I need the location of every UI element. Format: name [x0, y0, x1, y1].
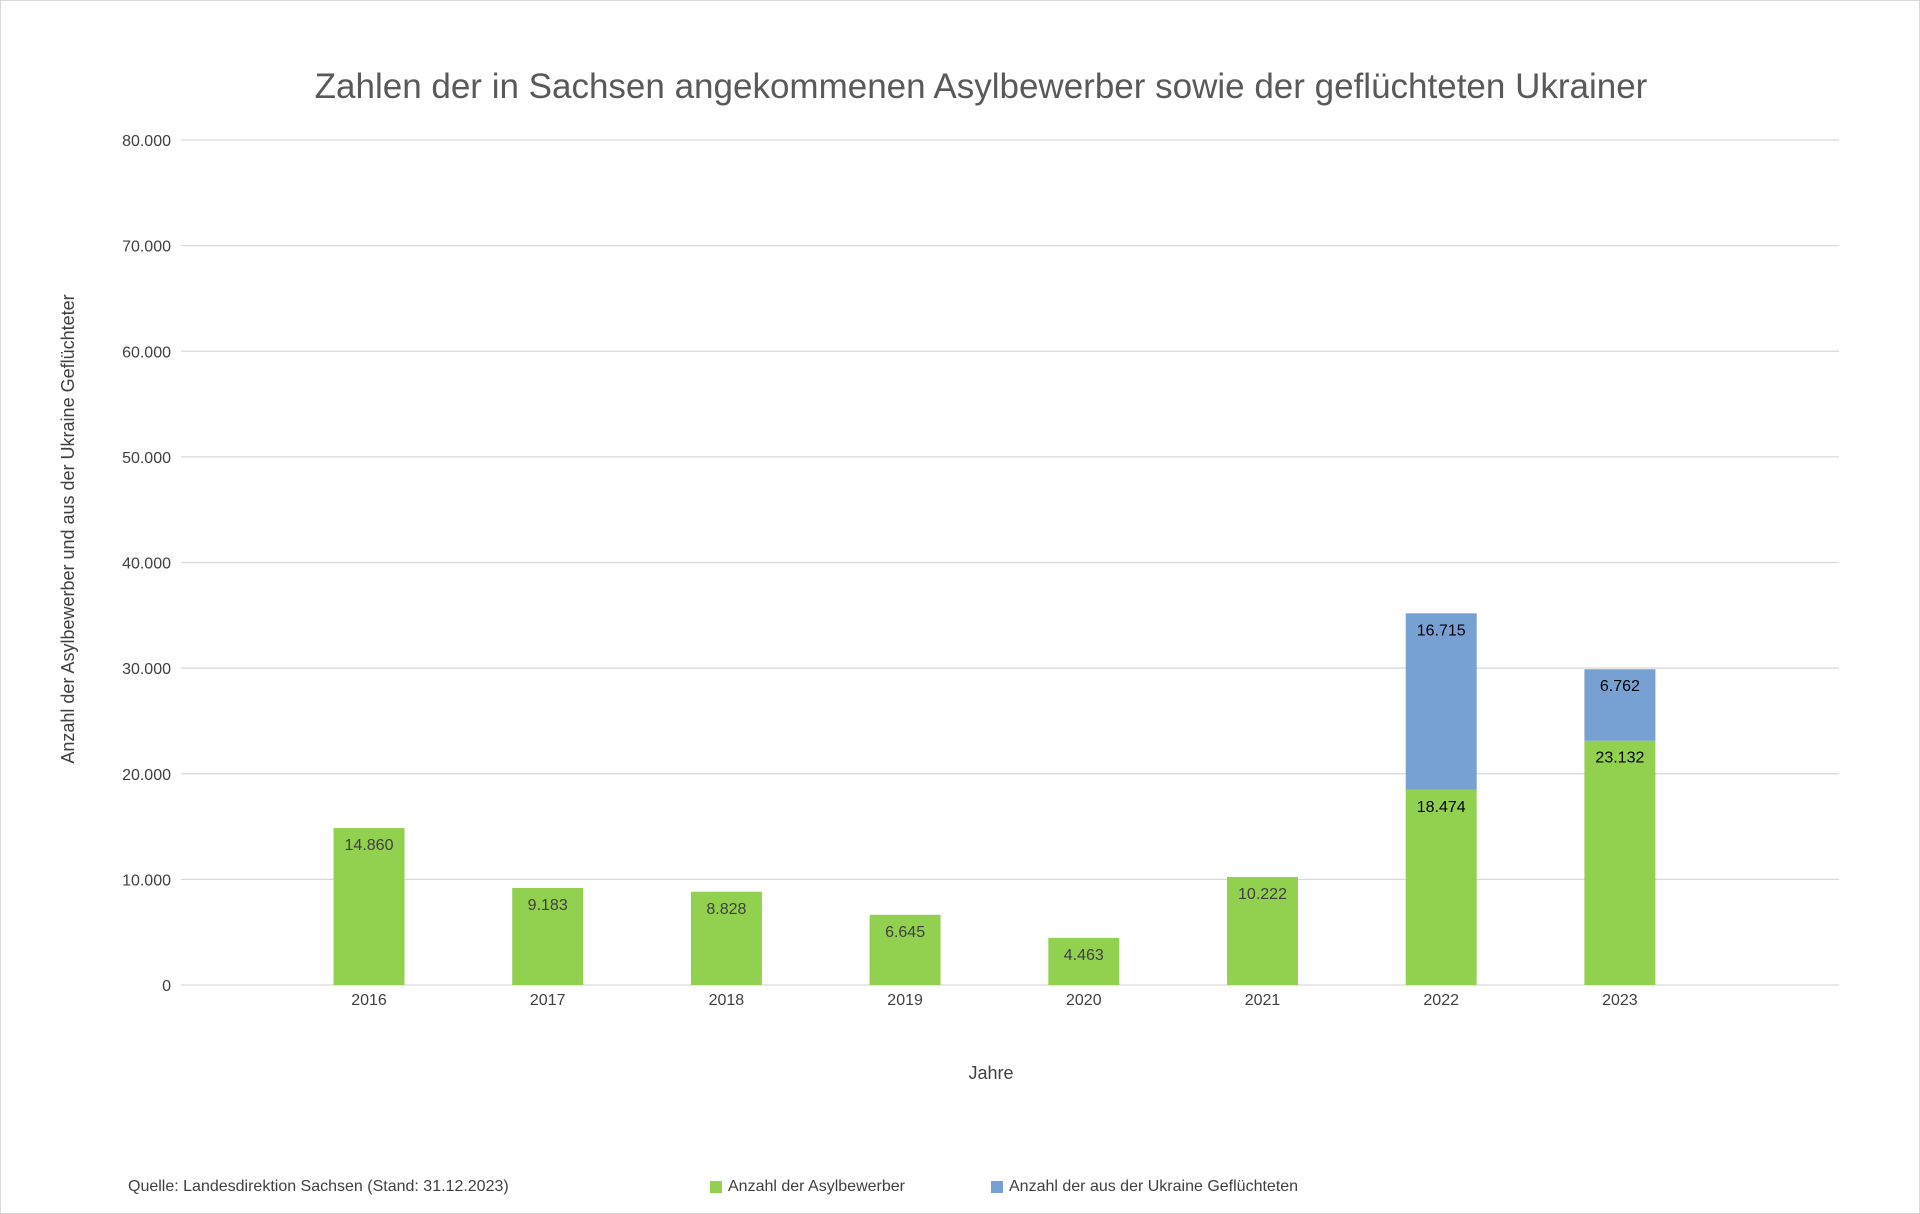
bar-asylbewerber-2022	[1405, 789, 1477, 985]
x-tick-label: 2022	[1423, 992, 1459, 1009]
y-axis-ticks: 0 10.000 20.000 30.000 40.000 50.000 60.000 70.…	[122, 133, 171, 995]
bar-asylbewerber-2016	[333, 828, 405, 985]
y-tick-label: 40.000	[122, 556, 171, 573]
legend-label-asylbewerber: Anzahl der Asylbewerber	[728, 1178, 905, 1195]
bar-asylbewerber-2019	[869, 914, 941, 985]
x-tick-label: 2021	[1245, 992, 1281, 1009]
bar-ukraine-2023	[1584, 669, 1656, 741]
data-label: 6.645	[885, 924, 925, 941]
gridlines	[181, 139, 1839, 986]
bar-asylbewerber-2023	[1584, 740, 1656, 985]
bar-labels: 14.860 9.183 8.828 6.645 4.463 10.222 18.474 16…	[345, 622, 1645, 964]
bar-asylbewerber-2017	[512, 888, 584, 985]
legend-item-asylbewerber: Anzahl der Asylbewerber	[710, 1178, 905, 1196]
x-axis-ticks: 2016 2017 2018 2019 2020 2021 2022 2023	[351, 992, 1638, 1009]
x-tick-label: 2019	[887, 992, 923, 1009]
chart-title: Zahlen der in Sachsen angekommenen Asylb…	[315, 67, 1648, 106]
bars	[333, 613, 1656, 985]
data-label: 8.828	[706, 901, 746, 918]
x-axis-title: Jahre	[968, 1063, 1013, 1083]
y-tick-label: 30.000	[122, 661, 171, 678]
data-label: 4.463	[1064, 947, 1104, 964]
y-tick-label: 80.000	[122, 133, 171, 150]
data-label: 18.474	[1417, 799, 1466, 816]
bar-ukraine-2022	[1405, 613, 1477, 790]
x-tick-label: 2016	[351, 992, 387, 1009]
legend-swatch-ukraine	[991, 1181, 1003, 1193]
y-tick-label: 0	[162, 978, 171, 995]
legend-item-ukraine: Anzahl der aus der Ukraine Geflüchteten	[991, 1178, 1298, 1196]
data-label: 16.715	[1417, 622, 1466, 639]
bar-asylbewerber-2021	[1227, 877, 1298, 985]
y-tick-label: 50.000	[122, 450, 171, 467]
y-axis-title: Anzahl der Asylbewerber und aus der Ukra…	[58, 294, 78, 763]
bar-asylbewerber-2020	[1048, 937, 1120, 985]
y-tick-label: 20.000	[122, 767, 171, 784]
data-label: 9.183	[528, 897, 568, 914]
data-label: 14.860	[345, 837, 394, 854]
data-label: 6.762	[1600, 678, 1640, 695]
bar-asylbewerber-2018	[690, 891, 762, 985]
x-tick-label: 2017	[530, 992, 566, 1009]
x-tick-label: 2018	[709, 992, 745, 1009]
data-label: 23.132	[1595, 750, 1644, 767]
y-tick-label: 70.000	[122, 239, 171, 256]
legend-label-ukraine: Anzahl der aus der Ukraine Geflüchteten	[1009, 1178, 1299, 1195]
legend-swatch-asylbewerber	[710, 1181, 722, 1193]
y-tick-label: 60.000	[122, 344, 171, 361]
data-label: 10.222	[1238, 886, 1287, 903]
y-tick-label: 10.000	[122, 872, 171, 889]
x-tick-label: 2023	[1602, 992, 1638, 1009]
source-note: Quelle: Landesdirektion Sachsen (Stand: …	[128, 1178, 509, 1195]
x-tick-label: 2020	[1066, 992, 1102, 1009]
